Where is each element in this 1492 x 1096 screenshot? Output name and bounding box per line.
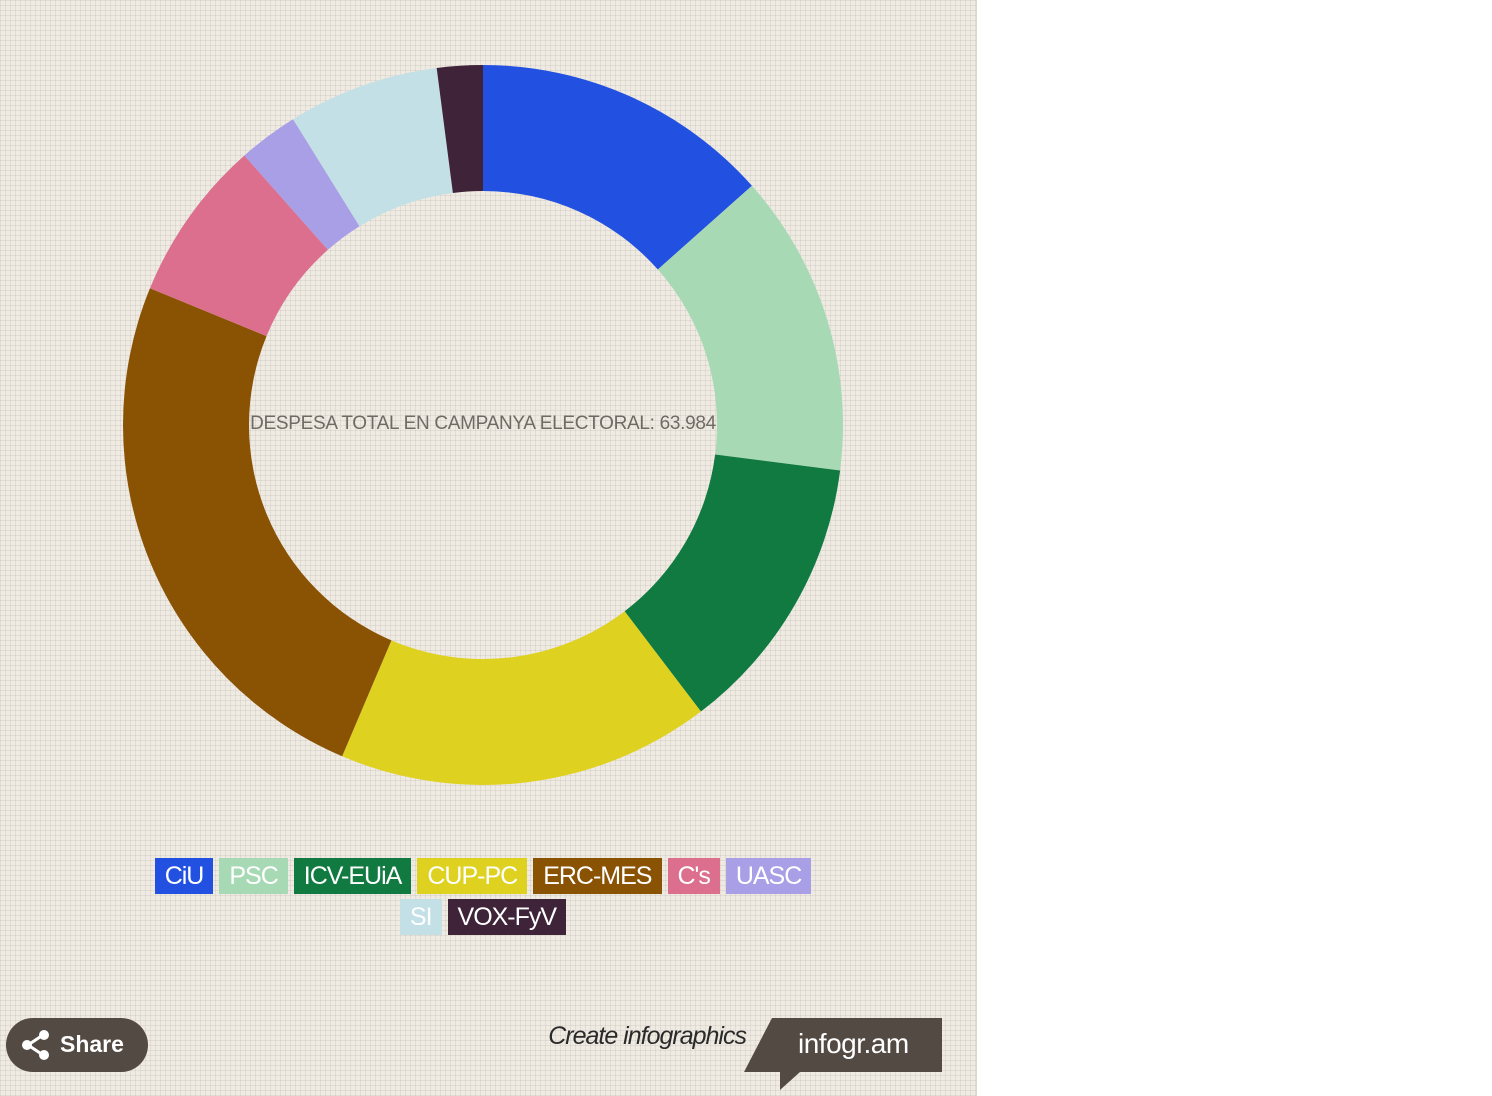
donut-slice[interactable] [122, 288, 392, 757]
donut-slice[interactable] [244, 119, 360, 250]
legend-item[interactable]: SI [399, 899, 442, 935]
brand-badge-shape [744, 1018, 942, 1090]
legend-item[interactable]: CUP-PC [417, 858, 528, 894]
legend-item[interactable]: PSC [219, 858, 288, 894]
legend-item[interactable]: CiU [154, 858, 214, 894]
donut-slice[interactable] [624, 454, 841, 712]
donut-slice[interactable] [483, 65, 752, 270]
infographic-panel: DESPESA TOTAL EN CAMPANYA ELECTORAL: 63.… [0, 0, 977, 1096]
donut-slices [122, 65, 843, 786]
donut-slice[interactable] [436, 65, 483, 193]
donut-slice[interactable] [149, 155, 328, 337]
share-icon [22, 1030, 49, 1060]
brand-label: infogr.am [798, 1028, 909, 1059]
legend-item[interactable]: ICV-EUiA [293, 858, 412, 894]
share-label: Share [60, 1031, 124, 1057]
legend-item[interactable]: C's [667, 858, 720, 894]
create-infographics-link[interactable]: Create infographics [548, 1022, 747, 1050]
donut-slice[interactable] [657, 185, 843, 471]
chart-center-label: DESPESA TOTAL EN CAMPANYA ELECTORAL: 63.… [250, 413, 717, 434]
chart-legend: CiU PSC ICV-EUiA CUP-PC ERC-MES C's UASC SI VOX-… [150, 858, 816, 935]
legend-item[interactable]: VOX-FyV [447, 899, 567, 935]
share-button[interactable]: Share [6, 1018, 148, 1072]
infogram-brand-badge[interactable]: infogr.am [742, 1018, 942, 1090]
legend-item[interactable]: UASC [725, 858, 812, 894]
donut-slice[interactable] [293, 67, 453, 227]
donut-chart: DESPESA TOTAL EN CAMPANYA ELECTORAL: 63.… [122, 65, 843, 786]
donut-slice[interactable] [342, 611, 701, 786]
legend-item[interactable]: ERC-MES [533, 858, 662, 894]
